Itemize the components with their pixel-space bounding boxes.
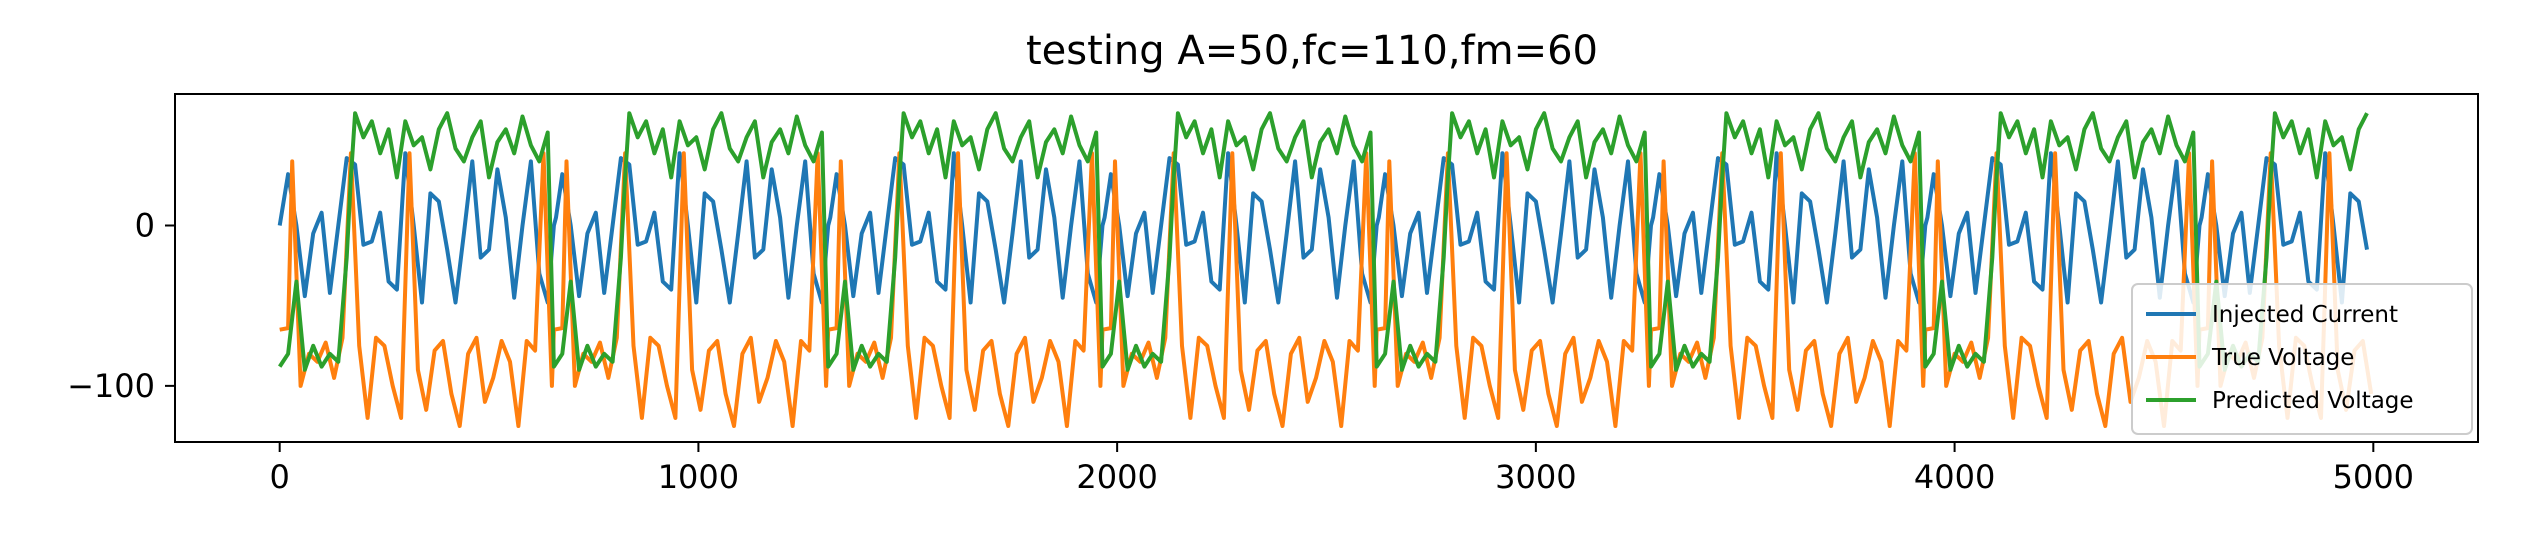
series-line-predicted-voltage [278,111,2369,372]
y-tick-label: 0 [135,207,155,245]
y-axis: 0 −100 [67,207,175,405]
legend-box [2131,283,2473,435]
x-tick-label: 2000 [1076,458,1157,496]
series-layer [277,111,2374,428]
x-tick-label: 0 [270,458,290,496]
plot-frame [174,93,2479,443]
legend-label-predicted-voltage: Predicted Voltage [2212,388,2414,414]
y-tick-label: −100 [67,367,155,405]
x-tick-label: 4000 [1914,458,1995,496]
legend-label-true-voltage: True Voltage [2211,345,2354,371]
x-tick-label: 1000 [658,458,739,496]
legend-label-injected-current: Injected Current [2212,302,2398,328]
x-axis: 0 1000 2000 3000 4000 5000 [270,442,2414,496]
x-tick-label: 5000 [2333,458,2414,496]
series-line-injected-current [277,151,2369,305]
legend: Injected Current True Voltage Predicted … [2131,283,2473,435]
chart-title: testing A=50,fc=110,fm=60 [1026,28,1598,74]
x-tick-label: 3000 [1495,458,1576,496]
